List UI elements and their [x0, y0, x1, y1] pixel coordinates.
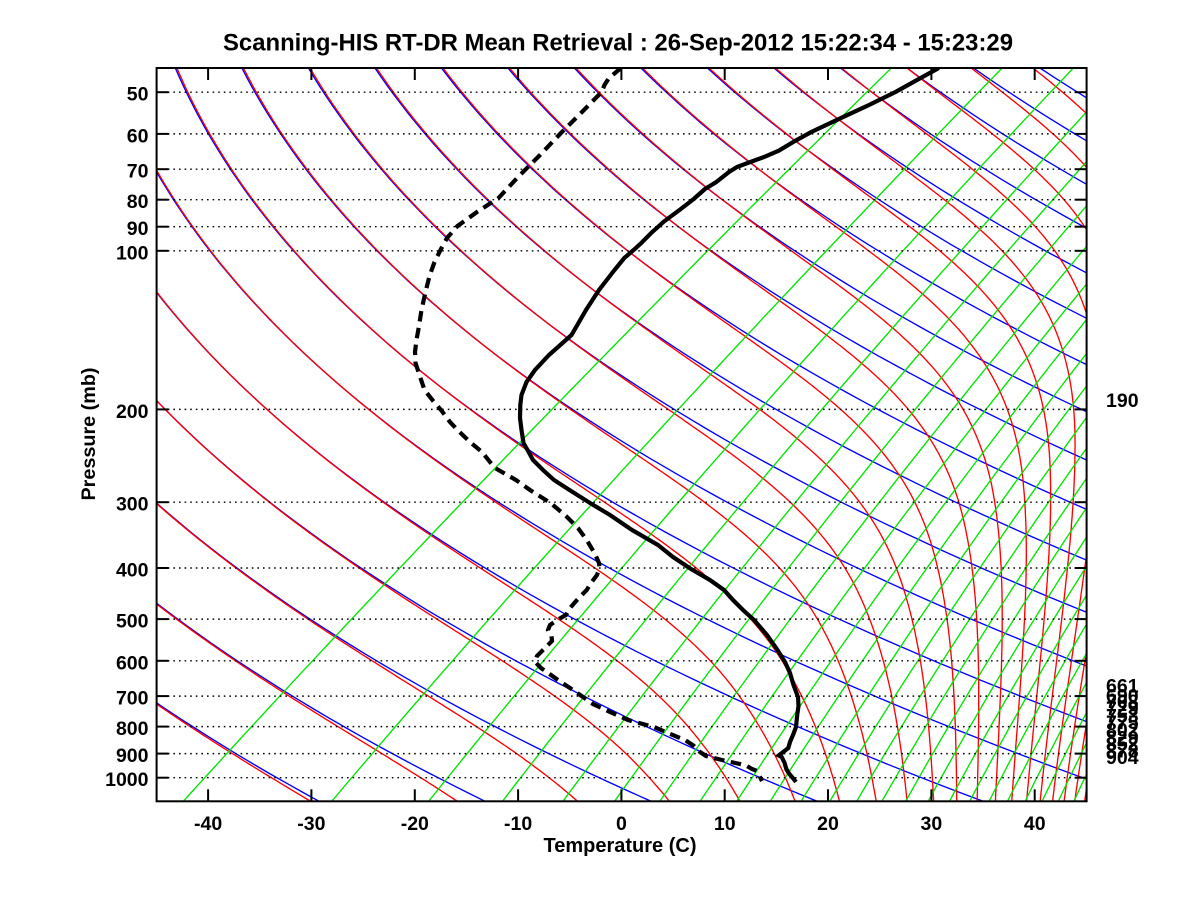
- svg-text:753: 753: [1106, 705, 1139, 727]
- svg-text:708: 708: [1106, 691, 1139, 713]
- svg-text:30: 30: [921, 813, 943, 835]
- svg-text:729: 729: [1106, 698, 1139, 720]
- svg-text:-40: -40: [194, 813, 222, 835]
- svg-text:-10: -10: [504, 813, 532, 835]
- svg-text:900: 900: [116, 745, 149, 767]
- svg-text:600: 600: [116, 652, 149, 674]
- svg-text:852: 852: [1106, 734, 1139, 756]
- svg-text:904: 904: [1106, 747, 1139, 769]
- svg-text:829: 829: [1106, 727, 1139, 749]
- svg-text:1000: 1000: [105, 769, 149, 791]
- svg-text:190: 190: [1106, 390, 1139, 412]
- svg-text:661: 661: [1106, 676, 1139, 698]
- svg-text:20: 20: [817, 813, 839, 835]
- svg-text:Pressure (mb): Pressure (mb): [78, 367, 100, 500]
- svg-text:10: 10: [714, 813, 736, 835]
- svg-text:500: 500: [116, 611, 149, 633]
- svg-text:50: 50: [127, 84, 149, 106]
- svg-text:Temperature (C): Temperature (C): [544, 835, 697, 857]
- svg-text:-20: -20: [401, 813, 429, 835]
- svg-text:80: 80: [127, 191, 149, 213]
- svg-text:100: 100: [116, 242, 149, 264]
- svg-text:400: 400: [116, 560, 149, 582]
- svg-text:0: 0: [616, 813, 627, 835]
- svg-text:690: 690: [1106, 685, 1139, 707]
- svg-text:70: 70: [127, 161, 149, 183]
- svg-text:60: 60: [127, 125, 149, 147]
- svg-text:-30: -30: [297, 813, 325, 835]
- svg-text:775: 775: [1106, 712, 1139, 734]
- svg-text:90: 90: [127, 218, 149, 240]
- svg-text:802: 802: [1106, 720, 1139, 742]
- svg-text:800: 800: [116, 718, 149, 740]
- svg-text:40: 40: [1024, 813, 1046, 835]
- svg-text:878: 878: [1106, 740, 1139, 762]
- svg-text:700: 700: [116, 688, 149, 710]
- svg-text:200: 200: [116, 401, 149, 423]
- svg-text:Scanning-HIS RT-DR Mean Retrie: Scanning-HIS RT-DR Mean Retrieval : 26-S…: [223, 30, 1013, 57]
- svg-text:300: 300: [116, 494, 149, 516]
